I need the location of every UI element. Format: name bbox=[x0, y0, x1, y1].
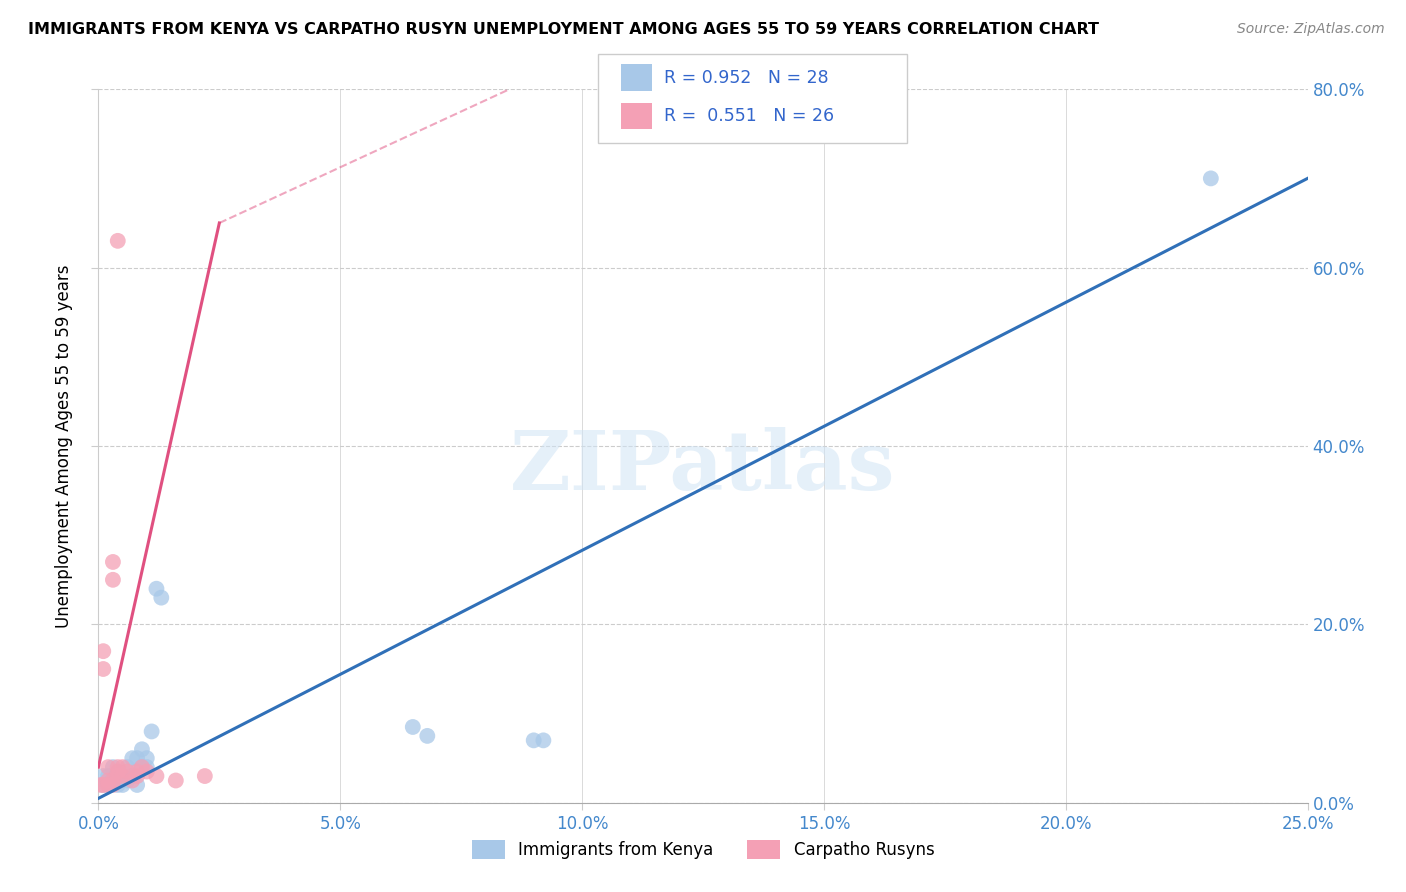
Point bbox=[107, 769, 129, 783]
Point bbox=[91, 769, 114, 783]
Point bbox=[101, 760, 124, 774]
Point bbox=[194, 769, 217, 783]
Point bbox=[101, 773, 124, 788]
Point bbox=[91, 644, 114, 658]
Point bbox=[111, 778, 134, 792]
Point bbox=[101, 773, 124, 788]
Point bbox=[101, 573, 124, 587]
Point bbox=[107, 764, 129, 779]
Point bbox=[416, 729, 439, 743]
Point bbox=[91, 662, 114, 676]
Point bbox=[131, 742, 153, 756]
Point bbox=[531, 733, 554, 747]
Text: R =  0.551   N = 26: R = 0.551 N = 26 bbox=[664, 107, 834, 125]
Point bbox=[145, 582, 167, 596]
Point bbox=[1199, 171, 1222, 186]
Point bbox=[127, 778, 149, 792]
Y-axis label: Unemployment Among Ages 55 to 59 years: Unemployment Among Ages 55 to 59 years bbox=[55, 264, 73, 628]
Point bbox=[145, 769, 167, 783]
Point bbox=[91, 778, 114, 792]
Point bbox=[97, 778, 120, 792]
Point bbox=[135, 760, 157, 774]
Point bbox=[101, 778, 124, 792]
Point bbox=[101, 555, 124, 569]
Legend: Immigrants from Kenya, Carpatho Rusyns: Immigrants from Kenya, Carpatho Rusyns bbox=[465, 833, 941, 866]
Point bbox=[127, 764, 149, 779]
Point bbox=[97, 769, 120, 783]
Point bbox=[402, 720, 425, 734]
Point bbox=[117, 764, 139, 779]
Text: IMMIGRANTS FROM KENYA VS CARPATHO RUSYN UNEMPLOYMENT AMONG AGES 55 TO 59 YEARS C: IMMIGRANTS FROM KENYA VS CARPATHO RUSYN … bbox=[28, 22, 1099, 37]
Point bbox=[127, 769, 149, 783]
Point bbox=[117, 773, 139, 788]
Point bbox=[97, 773, 120, 788]
Point bbox=[107, 773, 129, 788]
Point bbox=[121, 751, 143, 765]
Point bbox=[107, 234, 129, 248]
Point bbox=[150, 591, 173, 605]
Point bbox=[97, 760, 120, 774]
Text: R = 0.952   N = 28: R = 0.952 N = 28 bbox=[664, 69, 828, 87]
Point bbox=[127, 751, 149, 765]
Point bbox=[97, 778, 120, 792]
Point bbox=[141, 724, 163, 739]
Point bbox=[121, 773, 143, 788]
Point bbox=[121, 769, 143, 783]
Point bbox=[165, 773, 187, 788]
Point bbox=[90, 778, 112, 792]
Text: Source: ZipAtlas.com: Source: ZipAtlas.com bbox=[1237, 22, 1385, 37]
Point bbox=[107, 778, 129, 792]
Point bbox=[91, 778, 114, 792]
Point bbox=[111, 769, 134, 783]
Point bbox=[111, 760, 134, 774]
Point bbox=[117, 760, 139, 774]
Point bbox=[135, 751, 157, 765]
Point bbox=[131, 760, 153, 774]
Point bbox=[523, 733, 546, 747]
Point bbox=[107, 760, 129, 774]
Text: ZIPatlas: ZIPatlas bbox=[510, 427, 896, 508]
Point bbox=[131, 760, 153, 774]
Point bbox=[111, 769, 134, 783]
Point bbox=[135, 764, 157, 779]
